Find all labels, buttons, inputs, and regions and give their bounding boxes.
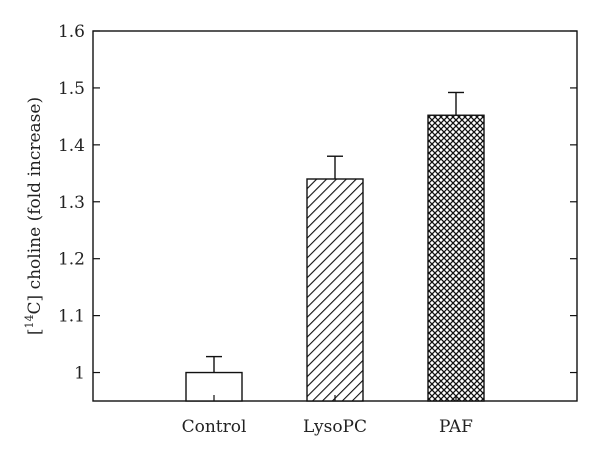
- y-tick-label: 1.2: [58, 250, 85, 270]
- y-tick-label: 1.4: [58, 136, 85, 156]
- y-tick-label: 1: [74, 364, 85, 384]
- bar-paf: [427, 114, 485, 402]
- y-axis-title-rest: C] choline (fold increase): [25, 97, 45, 315]
- y-tick-label: 1.1: [58, 307, 85, 327]
- x-tick-label: LysoPC: [303, 417, 367, 437]
- y-axis-title-open: [: [25, 328, 45, 335]
- y-axis-title-sup: 14: [23, 314, 36, 328]
- y-tick-label: 1.5: [58, 79, 85, 99]
- y-tick-label: 1.3: [58, 193, 85, 213]
- y-axis-title: [14C] choline (fold increase): [23, 97, 45, 335]
- bar-lysopc: [306, 178, 364, 402]
- y-tick-label: 1.6: [58, 22, 85, 42]
- x-tick-label: PAF: [439, 417, 473, 437]
- plot-area: 1 1.1 1.2 1.3 1.4 1.5 1.6 Control LysoPC PAF: [58, 22, 578, 437]
- x-tick-label: Control: [182, 417, 247, 437]
